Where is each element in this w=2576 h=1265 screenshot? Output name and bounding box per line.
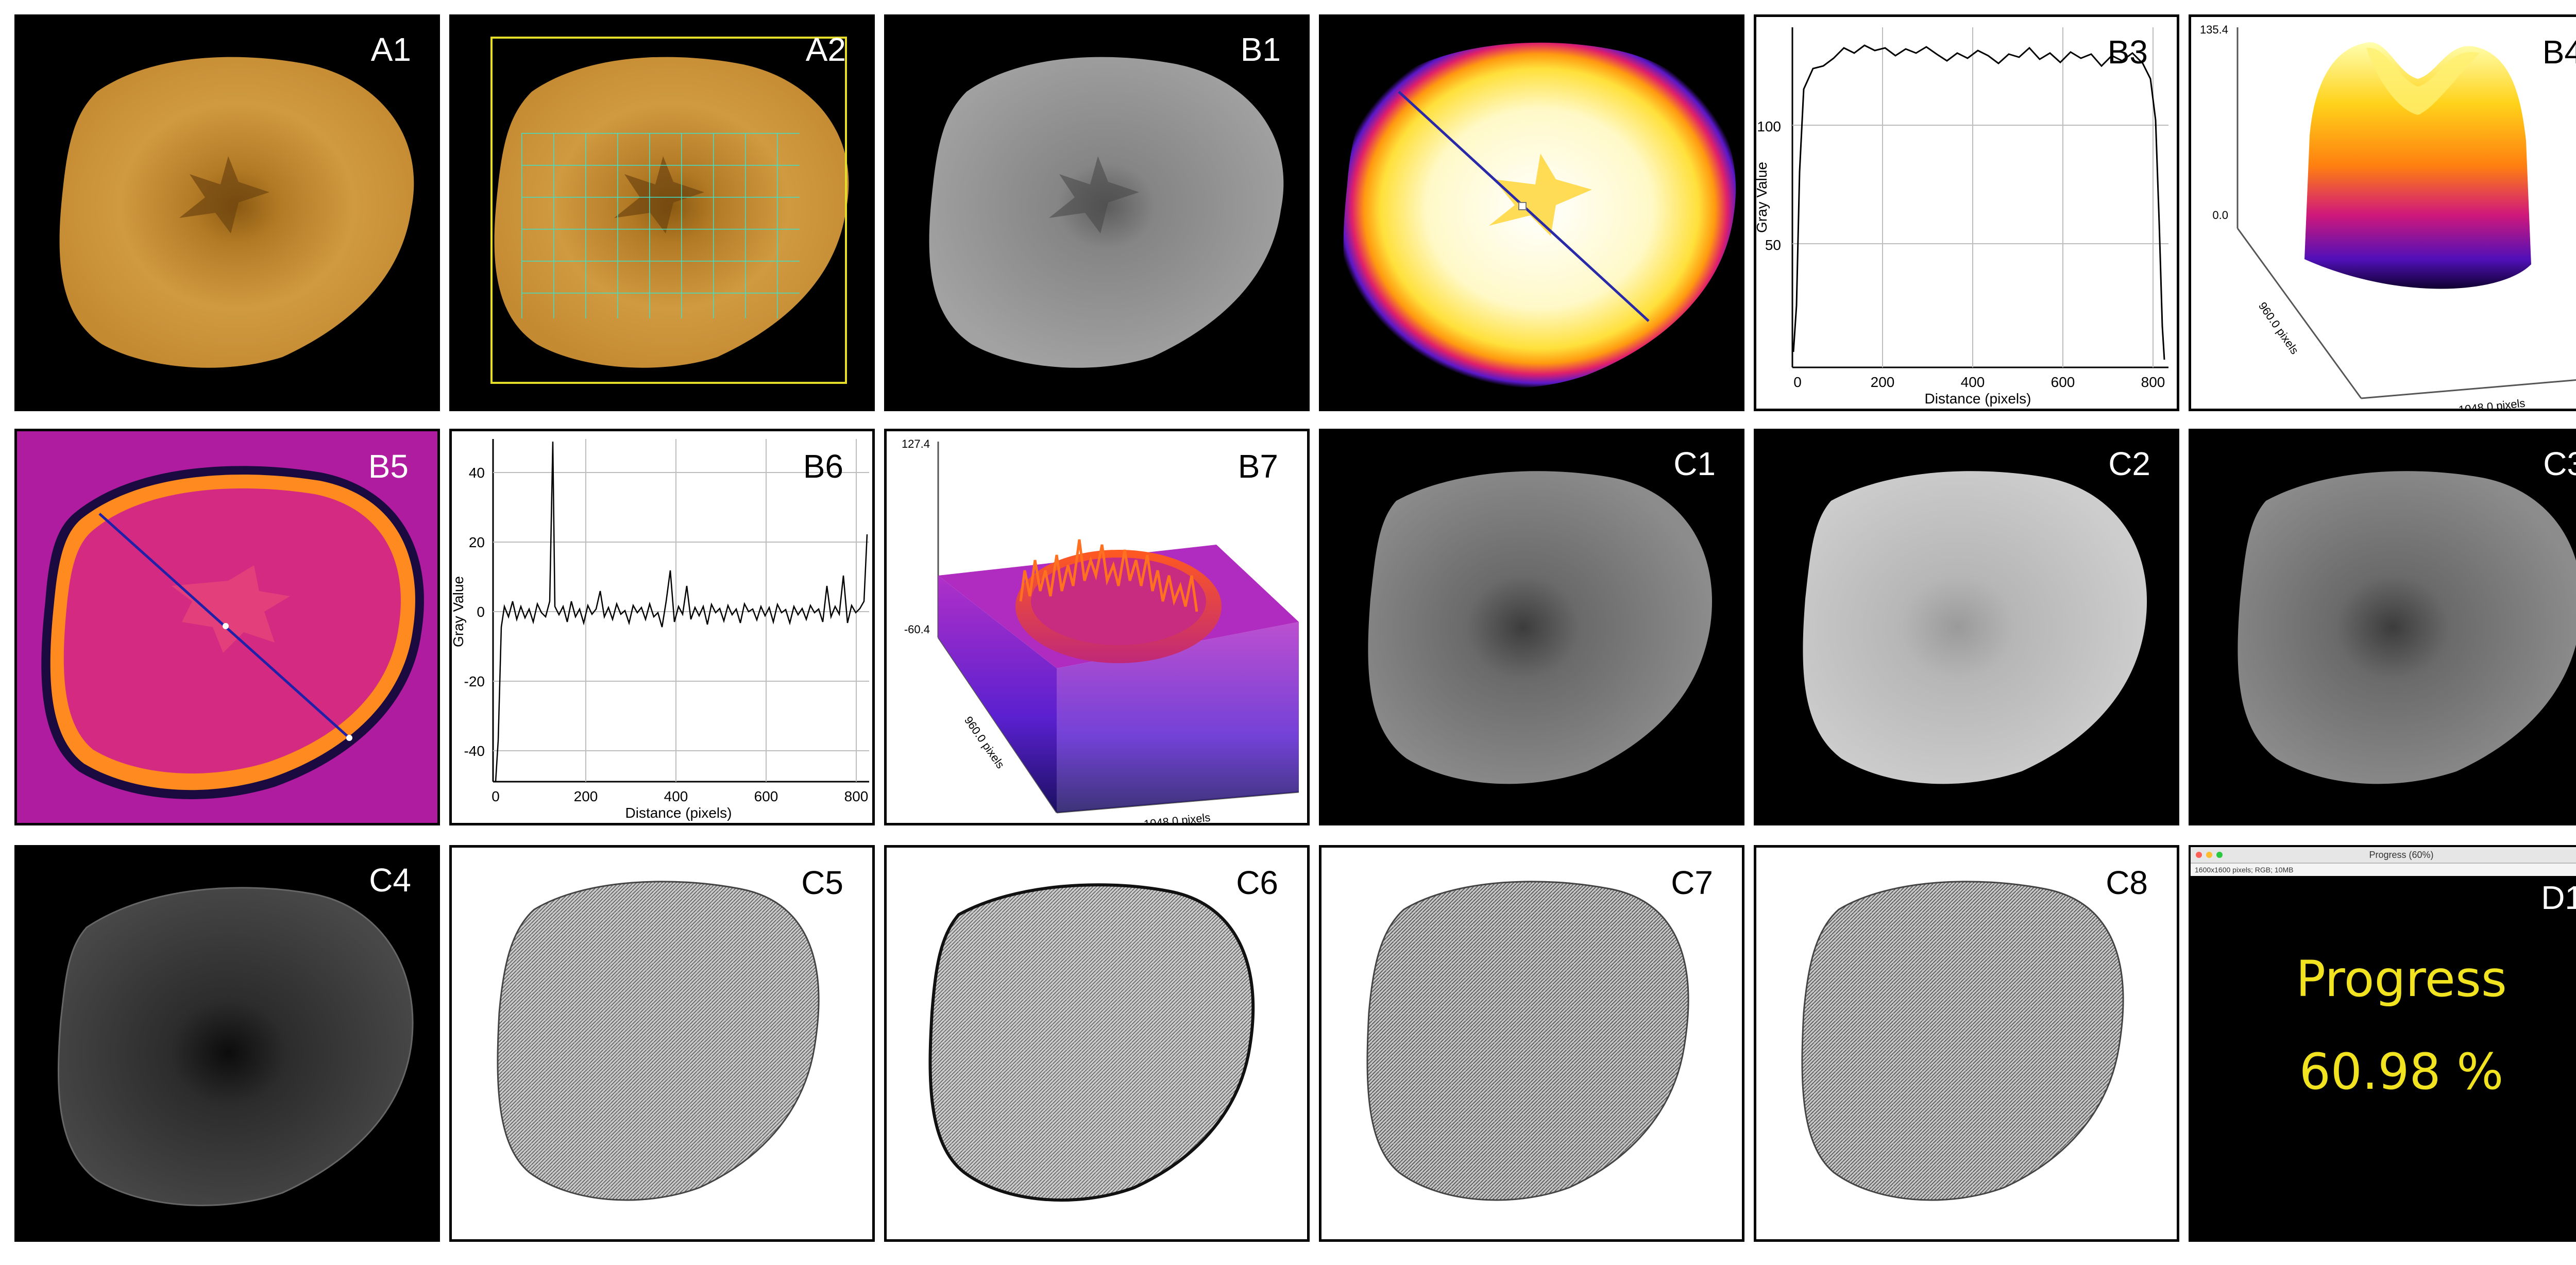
- b7-z-min: -60.4: [904, 623, 930, 636]
- panel-d1-progress-window: Progress (60%) 1600x1600 pixels; RGB; 10…: [2189, 845, 2576, 1242]
- panel-label-a2: A2: [805, 31, 846, 68]
- panel-label-b6: B6: [803, 448, 843, 485]
- b6-ytick-20: 20: [469, 534, 485, 550]
- b3-xtick-0: 0: [1793, 374, 1802, 390]
- potato-slice-edge-map-image: [41, 466, 424, 799]
- panel-label-b3: B3: [2107, 33, 2148, 71]
- b3-xtick-800: 800: [2141, 374, 2165, 390]
- b3-xtick-400: 400: [1961, 374, 1985, 390]
- b3-xtick-600: 600: [2051, 374, 2075, 390]
- panel-c6: C6: [884, 845, 1310, 1242]
- panel-label-c3: C3: [2543, 445, 2576, 482]
- panel-b6: 40 20 0 -20 -40 0 200 400 600 800 Distan…: [449, 429, 875, 825]
- b6-xtick-800: 800: [844, 788, 869, 804]
- potato-slice-texture-c5: [497, 881, 820, 1201]
- progress-window-titlebar[interactable]: Progress (60%): [2191, 847, 2576, 864]
- panel-b2: B2: [1319, 14, 1744, 411]
- panel-a1: A1: [14, 14, 440, 411]
- panel-c1: C1: [1319, 429, 1744, 825]
- progress-percentage: 60.98 %: [2299, 1043, 2504, 1101]
- b6-x-axis-label: Distance (pixels): [625, 805, 732, 821]
- panel-b5: B5: [14, 429, 440, 825]
- b3-y-axis-label: Gray Value: [1756, 162, 1770, 233]
- potato-slice-filtered-c1: [1368, 471, 1713, 784]
- b4-axis-1048: 1048.0 pixels: [2458, 397, 2526, 409]
- potato-slice-texture-c6: [928, 883, 1255, 1202]
- panel-b4: 135.4 0.0 960.0 pixels 1048.0 pixels B4: [2189, 14, 2576, 411]
- b6-ytick-neg20: -20: [464, 673, 485, 689]
- b6-y-axis-label: Gray Value: [452, 576, 466, 647]
- panel-label-b7: B7: [1238, 448, 1278, 485]
- potato-slice-grayscale-image: [929, 57, 1284, 368]
- panel-label-c1: C1: [1673, 445, 1716, 482]
- potato-slice-heatmap-image: [1343, 42, 1736, 389]
- b3-xtick-200: 200: [1871, 374, 1895, 390]
- potato-slice-filtered-c3: [2238, 471, 2576, 784]
- line-profile-plot-b3: 50 100 0 200 400 600 800 Distance (pixel…: [1756, 27, 2168, 407]
- panel-c3: C3: [2189, 429, 2576, 825]
- b4-z-max: 135.4: [2200, 23, 2228, 36]
- panel-label-c5: C5: [801, 864, 843, 901]
- panel-label-c6: C6: [1236, 864, 1278, 901]
- panel-c8: C8: [1754, 845, 2179, 1242]
- potato-slice-dark-c4: [57, 887, 414, 1206]
- b4-axis-960: 960.0 pixels: [2256, 300, 2301, 357]
- panel-label-c2: C2: [2108, 445, 2150, 482]
- b7-axis-1048: 1048.0 pixels: [1143, 811, 1211, 823]
- minimize-window-button[interactable]: [2206, 852, 2212, 858]
- panel-c4: C4: [14, 845, 440, 1242]
- b6-xtick-200: 200: [574, 788, 598, 804]
- b6-ytick-0: 0: [477, 604, 485, 620]
- b7-z-max: 127.4: [902, 437, 930, 450]
- close-window-button[interactable]: [2196, 852, 2202, 858]
- panel-label-c4: C4: [369, 862, 411, 899]
- progress-window-title: Progress (60%): [2369, 850, 2434, 860]
- panel-label-b5: B5: [368, 448, 409, 485]
- surface-plot-b4: 135.4 0.0 960.0 pixels 1048.0 pixels: [2200, 23, 2576, 409]
- b6-xtick-0: 0: [492, 788, 500, 804]
- b3-ytick-50: 50: [1765, 237, 1781, 253]
- progress-image-info: 1600x1600 pixels; RGB; 10MB: [2191, 864, 2576, 876]
- zoom-window-button[interactable]: [2216, 852, 2223, 858]
- panel-c2: C2: [1754, 429, 2179, 825]
- panel-a2: A2: [449, 14, 875, 411]
- panel-label-b1: B1: [1240, 31, 1281, 68]
- b4-z-mid: 0.0: [2212, 209, 2228, 222]
- line-profile-plot-b6: 40 20 0 -20 -40 0 200 400 600 800 Distan…: [452, 439, 869, 821]
- panel-c7: C7: [1319, 845, 1744, 1242]
- b3-x-axis-label: Distance (pixels): [1925, 391, 2031, 407]
- panel-label-c8: C8: [2106, 864, 2148, 901]
- potato-slice-filtered-c2: [1803, 471, 2147, 784]
- panel-label-c7: C7: [1671, 864, 1713, 901]
- b6-ytick-40: 40: [469, 465, 485, 481]
- potato-slice-grid-image: [490, 37, 849, 384]
- panel-b1: B1: [884, 14, 1310, 411]
- surface-plot-b7: 127.4 -60.4 960.0 pixels 1048.0 pixels: [902, 437, 1299, 823]
- potato-slice-texture-c8: [1801, 881, 2124, 1201]
- panel-c5: C5: [449, 845, 875, 1242]
- potato-slice-color-image: [59, 57, 414, 368]
- panel-b7: 127.4 -60.4 960.0 pixels 1048.0 pixels B…: [884, 429, 1310, 825]
- b6-ytick-neg40: -40: [464, 743, 485, 759]
- b3-ytick-100: 100: [1757, 119, 1781, 134]
- progress-heading: Progress: [2296, 950, 2507, 1008]
- panel-label-d1: D1: [2541, 879, 2576, 916]
- panel-label-b4: B4: [2542, 33, 2576, 71]
- panel-b3: 50 100 0 200 400 600 800 Distance (pixel…: [1754, 14, 2179, 411]
- b6-xtick-600: 600: [754, 788, 778, 804]
- panel-label-b2: B2: [1675, 31, 1716, 68]
- potato-slice-texture-c7: [1366, 881, 1689, 1201]
- b6-xtick-400: 400: [664, 788, 688, 804]
- panel-label-a1: A1: [370, 31, 411, 68]
